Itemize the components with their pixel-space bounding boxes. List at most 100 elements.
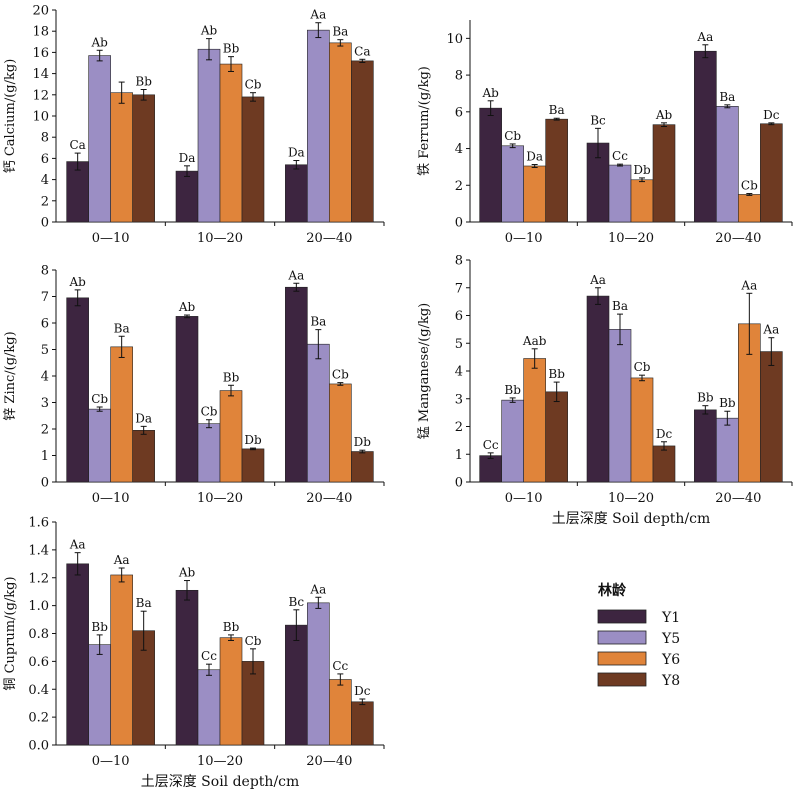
significance-label: Cb: [741, 179, 758, 193]
bar: [175, 316, 199, 483]
significance-label: Cb: [634, 360, 651, 374]
significance-label: Db: [633, 163, 651, 177]
bar: [285, 164, 308, 223]
y-tick-label: 3: [41, 396, 49, 411]
y-tick-label: 1: [455, 448, 463, 463]
bar: [197, 48, 221, 223]
bar: [630, 377, 654, 483]
significance-label: Dc: [763, 108, 780, 122]
x-axis-label: 土层深度 Soil depth/cm: [141, 774, 300, 789]
y-tick-label: 1: [41, 449, 49, 464]
x-tick-label: 0—10: [92, 231, 130, 246]
significance-label: Aa: [762, 323, 779, 337]
y-tick-label: 0: [41, 476, 49, 491]
bar: [716, 417, 739, 483]
bar: [285, 286, 308, 483]
significance-label: Ab: [90, 35, 108, 49]
chart-zinc: 0 1 2 3 4 5 6 7 8 锌 Zinc/(g/kg) 0—10 Ab Cb Ba Da 10—20 A…: [3, 264, 385, 506]
x-tick-label: 0—10: [505, 231, 543, 246]
bar: [110, 574, 133, 746]
y-axis-label: 钙 Calcium/(g/kg): [3, 59, 18, 174]
y-tick-label: 3: [455, 392, 463, 407]
bar: [329, 383, 352, 483]
significance-label: Cc: [201, 649, 217, 663]
significance-label: Da: [288, 146, 305, 160]
y-tick-label: 4: [41, 173, 49, 188]
y-tick-label: 4: [41, 370, 49, 385]
x-tick-label: 0—10: [505, 491, 543, 506]
significance-label: Ab: [481, 86, 499, 100]
significance-label: Da: [526, 150, 543, 164]
bar: [307, 602, 330, 746]
bar: [545, 118, 568, 223]
bar: [88, 644, 111, 746]
significance-label: Aab: [522, 334, 547, 348]
y-axis-label: 锌 Zinc/(g/kg): [3, 331, 18, 420]
significance-label: Db: [244, 433, 262, 447]
bar: [197, 669, 221, 746]
y-tick-label: 0: [455, 476, 463, 491]
significance-label: Bb: [548, 367, 565, 381]
significance-label: Bc: [289, 595, 305, 609]
x-tick-label: 20—40: [715, 491, 761, 506]
bar: [329, 42, 352, 223]
y-tick-label: 7: [455, 281, 463, 296]
significance-label: Ab: [655, 108, 673, 122]
x-tick-label: 10—20: [608, 231, 654, 246]
x-tick-label: 20—40: [306, 754, 352, 769]
significance-label: Da: [179, 151, 196, 165]
y-tick-label: 2: [41, 194, 49, 209]
y-axis-label: 铁 Ferrum/(g/kg): [417, 66, 432, 176]
y-tick-label: 10: [32, 110, 49, 125]
x-tick-label: 0—10: [92, 491, 130, 506]
y-tick-label: 0.0: [28, 739, 49, 754]
y-tick-label: 2: [455, 179, 463, 194]
significance-label: Aa: [113, 553, 130, 567]
significance-label: Ab: [200, 24, 218, 38]
bar: [175, 170, 199, 223]
legend-swatch-y1: [597, 609, 647, 624]
y-tick-label: 1.2: [28, 571, 49, 586]
x-tick-label: 10—20: [608, 491, 654, 506]
y-tick-label: 12: [32, 88, 49, 103]
significance-label: Bb: [697, 391, 714, 405]
significance-label: Ab: [178, 300, 196, 314]
x-tick-label: 20—40: [306, 231, 352, 246]
significance-label: Bb: [223, 370, 240, 384]
y-tick-label: 5: [455, 337, 463, 352]
significance-label: Cb: [245, 634, 262, 648]
y-tick-label: 8: [455, 254, 463, 269]
chart-manganese: 0 1 2 3 4 5 6 7 8 锰 Manganese/(g/kg) 0—10 Cc Bb Aab Bb…: [417, 254, 793, 527]
bar: [88, 408, 111, 483]
bar: [66, 297, 89, 483]
y-tick-label: 4: [455, 142, 463, 157]
y-tick-label: 16: [32, 46, 49, 61]
significance-label: Cb: [91, 392, 108, 406]
significance-label: Ba: [310, 315, 326, 329]
bar: [132, 94, 155, 223]
bar: [586, 295, 610, 483]
bar: [694, 409, 717, 483]
significance-label: Bc: [590, 113, 606, 127]
significance-label: Aa: [696, 30, 713, 44]
legend-title: 林龄: [598, 582, 627, 599]
x-tick-label: 20—40: [715, 231, 761, 246]
significance-label: Aa: [740, 278, 757, 292]
y-tick-label: 8: [455, 69, 463, 84]
significance-label: Ba: [332, 25, 348, 39]
significance-label: Ba: [136, 596, 152, 610]
significance-label: Ca: [69, 138, 85, 152]
bar: [110, 92, 133, 223]
y-tick-label: 6: [455, 309, 463, 324]
bar: [66, 161, 89, 223]
y-tick-label: 0.4: [28, 683, 49, 698]
y-tick-label: 4: [455, 365, 463, 380]
bar: [307, 29, 330, 223]
bar: [132, 430, 155, 483]
bar: [608, 329, 632, 483]
y-tick-label: 0.2: [28, 711, 49, 726]
legend-label-y5: Y5: [661, 631, 680, 647]
x-tick-label: 10—20: [197, 231, 243, 246]
